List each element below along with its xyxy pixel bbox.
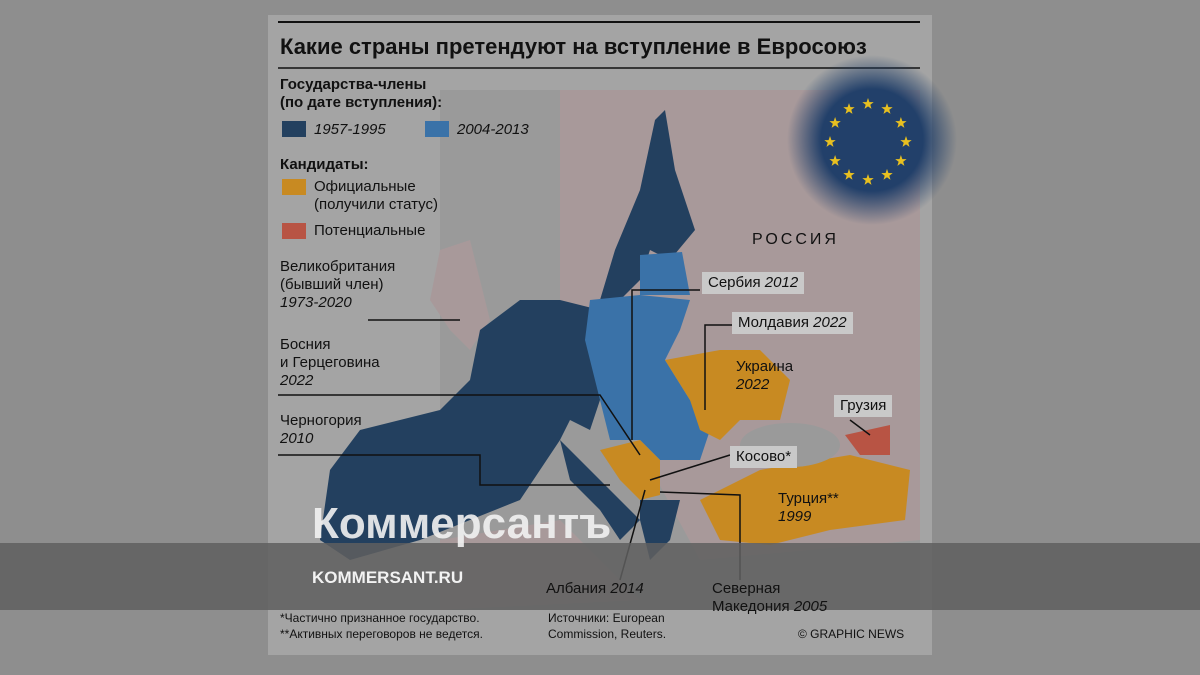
sources: Источники: European Commission, Reuters. [548, 611, 667, 641]
star [895, 155, 907, 166]
eu-flag [787, 55, 957, 225]
georgia [845, 425, 890, 455]
watermark: Коммерсантъ [312, 499, 612, 548]
country-label: Черногория 2010 [280, 412, 362, 448]
legend-item: Официальные (получили статус) [314, 178, 438, 213]
country-label: Великобритания (бывший член) 1973-2020 [280, 258, 395, 312]
label-year: 2010 [280, 430, 314, 447]
label-year: 2012 [764, 274, 799, 291]
star [829, 155, 841, 166]
label-year: 2022 [280, 372, 314, 389]
italy [560, 440, 640, 540]
label-name: Украина [736, 358, 794, 375]
star [843, 103, 855, 114]
label-name: Албания [546, 580, 607, 597]
country-label: Грузия [834, 395, 893, 417]
label-year: 2022 [736, 376, 770, 393]
legend-item: 1957-1995 [314, 121, 386, 138]
label-name: Турция** [778, 490, 839, 507]
credit: © GRAPHIC NEWS [798, 627, 905, 641]
country-label: Косово* [730, 446, 798, 468]
star [862, 98, 874, 109]
legend-item: 2004-2013 [457, 121, 529, 138]
label-name: и Герцеговина [280, 354, 380, 371]
label-year: 1999 [778, 508, 812, 525]
country-label: Северная Македония 2005 [712, 580, 827, 616]
country-label: Украина 2022 [736, 358, 793, 394]
country-label: Босния и Герцеговина 2022 [280, 336, 380, 390]
label-name: Сербия [708, 274, 761, 291]
country-label: Албания 2014 [546, 580, 644, 598]
balkans [600, 440, 660, 500]
legend-heading: Кандидаты: [280, 156, 369, 173]
star [862, 174, 874, 185]
star [895, 117, 907, 128]
swatch [425, 121, 449, 137]
star [824, 136, 836, 147]
footnotes: *Частично признанное государство. **Актив… [280, 611, 483, 641]
label-name: Черногория [280, 412, 362, 429]
country-label: РОССИЯ [752, 231, 839, 248]
legend-heading: Государства-члены (по дате вступления): [280, 76, 443, 111]
country-label: Сербия 2012 [702, 272, 805, 294]
legend-item: Потенциальные [314, 222, 426, 239]
uk [430, 240, 490, 350]
ukraine [665, 350, 790, 440]
label-name: (бывший член) [280, 276, 384, 293]
label-year: 2014 [610, 580, 644, 597]
stars [824, 98, 912, 185]
watermark-url: KOMMERSANT.RU [312, 568, 464, 587]
star [829, 117, 841, 128]
label-name: Молдавия [738, 314, 809, 331]
scandinavia [600, 110, 695, 300]
west-europe [320, 300, 620, 560]
label-year: 2005 [793, 598, 828, 615]
star [843, 168, 855, 180]
swatch [282, 121, 306, 137]
star [881, 103, 893, 114]
label-name: Великобритания [280, 258, 396, 275]
label-name: Северная [712, 580, 781, 597]
title: Какие страны претендуют на вступление в … [280, 34, 867, 59]
swatch [282, 179, 306, 195]
country-label: Молдавия 2022 [732, 312, 853, 334]
label-name: Косово* [736, 448, 792, 465]
label-name: Македония [712, 598, 790, 615]
turkey [700, 455, 910, 545]
label-year: 2022 [813, 314, 847, 331]
banner [0, 543, 1200, 610]
baltics [640, 252, 690, 295]
swatch [282, 223, 306, 239]
label-name: Босния [280, 336, 331, 353]
label-name: Грузия [840, 397, 887, 414]
country-label: Турция** 1999 [778, 490, 839, 526]
star [881, 168, 893, 180]
label-year: 1973-2020 [280, 294, 352, 311]
label-line: Македония 2005 [712, 598, 827, 616]
star [900, 136, 912, 147]
